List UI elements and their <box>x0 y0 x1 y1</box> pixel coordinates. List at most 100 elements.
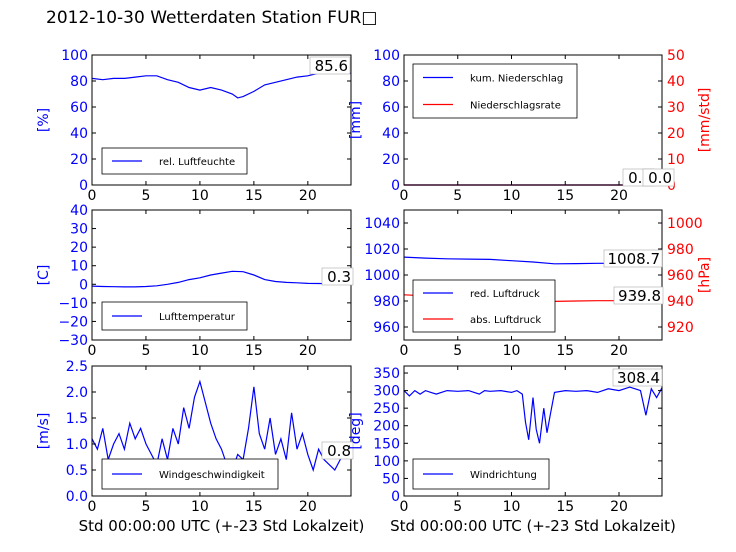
legend-box <box>412 279 556 333</box>
y-tick-label: 20 <box>382 152 400 168</box>
y-tick-label: 40 <box>382 126 400 142</box>
x-tick-label: 15 <box>556 188 574 204</box>
legend: rel. Luftfeuchte <box>101 147 248 175</box>
value-box <box>321 267 354 286</box>
legend: Windgeschwindigkeit <box>101 458 279 490</box>
y-tick-label: 2.5 <box>66 359 88 375</box>
plot-frame <box>403 54 663 186</box>
y-tick-label: 100 <box>61 48 88 64</box>
current-value-label: 85.6 <box>315 57 348 75</box>
y-tick-label: −10 <box>58 296 88 312</box>
y-tick-label: 0 <box>79 277 88 293</box>
x-tick-label: 10 <box>191 188 209 204</box>
x-tick-label: 0 <box>88 188 97 204</box>
y-tick-label: 0 <box>391 489 400 505</box>
x-tick-label: 10 <box>191 499 209 515</box>
y-tick-label: 1.5 <box>66 411 88 427</box>
y-tick-label: 100 <box>373 48 400 64</box>
legend-entry: abs. Luftdruck <box>470 315 541 326</box>
x-tick-label: 5 <box>141 343 150 359</box>
y-axis-label: [m/s] <box>36 413 52 450</box>
value-box <box>321 441 354 460</box>
y-right-tick-label: 20 <box>667 126 685 142</box>
x-axis-label: Std 00:00:00 UTC (+-23 Std Lokalzeit) <box>390 517 676 535</box>
plot-frame <box>91 54 352 186</box>
y-tick-label: 40 <box>70 203 88 219</box>
x-tick-label: 0 <box>400 343 409 359</box>
legend-entry: Niederschlagsrate <box>470 101 561 112</box>
y-tick-label: 2.0 <box>66 385 88 401</box>
subplot-4: 0 5 10 15 20 960 980 1000 1020 1040 920 940 960 980 10… <box>364 209 713 359</box>
x-tick-label: 5 <box>453 343 462 359</box>
value-box <box>642 168 675 187</box>
x-tick-label: 0 <box>88 499 97 515</box>
current-value-label: 0.0 <box>648 169 672 187</box>
y-tick-label: −20 <box>58 314 88 330</box>
x-tick-label: 15 <box>245 188 263 204</box>
y-right-axis-label: [hPa] <box>697 257 713 293</box>
value-box <box>612 368 663 387</box>
y-right-tick-label: 40 <box>667 74 685 90</box>
y-tick-label: 0 <box>79 178 88 194</box>
subplot-5: 0 5 10 15 20 0.0 0.5 1.0 1.5 2.0 2.5 [m/s] Std 00:00… <box>36 359 364 535</box>
legend: kum. Niederschlag Niederschlagsrate <box>412 63 578 119</box>
y-tick-label: 1.0 <box>66 437 88 453</box>
x-tick-label: 10 <box>191 343 209 359</box>
legend: Lufttemperatur <box>101 301 248 331</box>
value-box <box>603 249 663 268</box>
x-axis-label: Std 00:00:00 UTC (+-23 Std Lokalzeit) <box>79 517 365 535</box>
legend-entry: Windrichtung <box>470 470 537 481</box>
current-value-label: 0.3 <box>327 268 351 286</box>
series-line-1 <box>91 71 351 99</box>
x-tick-label: 10 <box>503 188 521 204</box>
y-axis-label: [%] <box>36 108 52 132</box>
y-tick-label: 300 <box>373 384 400 400</box>
y-tick-label: 0.0 <box>66 489 88 505</box>
y-tick-label: 20 <box>70 152 88 168</box>
x-tick-label: 20 <box>299 499 317 515</box>
current-value-label: 939.8 <box>618 287 661 305</box>
y-tick-label: 20 <box>70 240 88 256</box>
y-axis-label: [deg] <box>348 412 364 449</box>
y-tick-label: 150 <box>373 436 400 452</box>
y-right-tick-label: 960 <box>667 268 694 284</box>
x-tick-label: 15 <box>245 499 263 515</box>
plot-frame <box>91 365 352 497</box>
x-tick-label: 10 <box>503 499 521 515</box>
current-value-label: 1008.7 <box>608 250 661 268</box>
series-line-1 <box>403 386 663 444</box>
y-tick-label: 980 <box>373 294 400 310</box>
legend-entry: rel. Luftfeuchte <box>159 157 235 168</box>
y-tick-label: 60 <box>382 100 400 116</box>
y-tick-label: 1040 <box>364 216 400 232</box>
y-tick-label: 200 <box>373 419 400 435</box>
x-tick-label: 20 <box>299 343 317 359</box>
y-right-tick-label: 50 <box>667 48 685 64</box>
y-tick-label: 250 <box>373 401 400 417</box>
y-tick-label: 350 <box>373 366 400 382</box>
legend: red. Luftdruck abs. Luftdruck <box>412 279 556 333</box>
y-tick-label: −30 <box>58 333 88 349</box>
plot-frame <box>403 365 663 497</box>
current-value-label: 0.8 <box>327 442 351 460</box>
x-tick-label: 0 <box>88 343 97 359</box>
x-tick-label: 0 <box>400 188 409 204</box>
subplot-1: 0 5 10 15 20 0 20 40 60 80 100 [%] rel. Luftfeuchte 8… <box>36 48 352 204</box>
y-tick-label: 30 <box>70 222 88 238</box>
y-tick-label: 0.5 <box>66 463 88 479</box>
legend-entry: kum. Niederschlag <box>470 74 563 85</box>
value-box <box>309 56 351 75</box>
legend-box <box>412 63 578 119</box>
y-tick-label: 60 <box>70 100 88 116</box>
y-tick-label: 80 <box>382 74 400 90</box>
y-right-tick-label: 1000 <box>667 216 703 232</box>
x-tick-label: 15 <box>556 343 574 359</box>
x-tick-label: 20 <box>299 188 317 204</box>
y-right-tick-label: 30 <box>667 100 685 116</box>
y-right-axis-label: [mm/std] <box>697 88 713 153</box>
x-tick-label: 20 <box>610 188 628 204</box>
y-tick-label: 100 <box>373 454 400 470</box>
